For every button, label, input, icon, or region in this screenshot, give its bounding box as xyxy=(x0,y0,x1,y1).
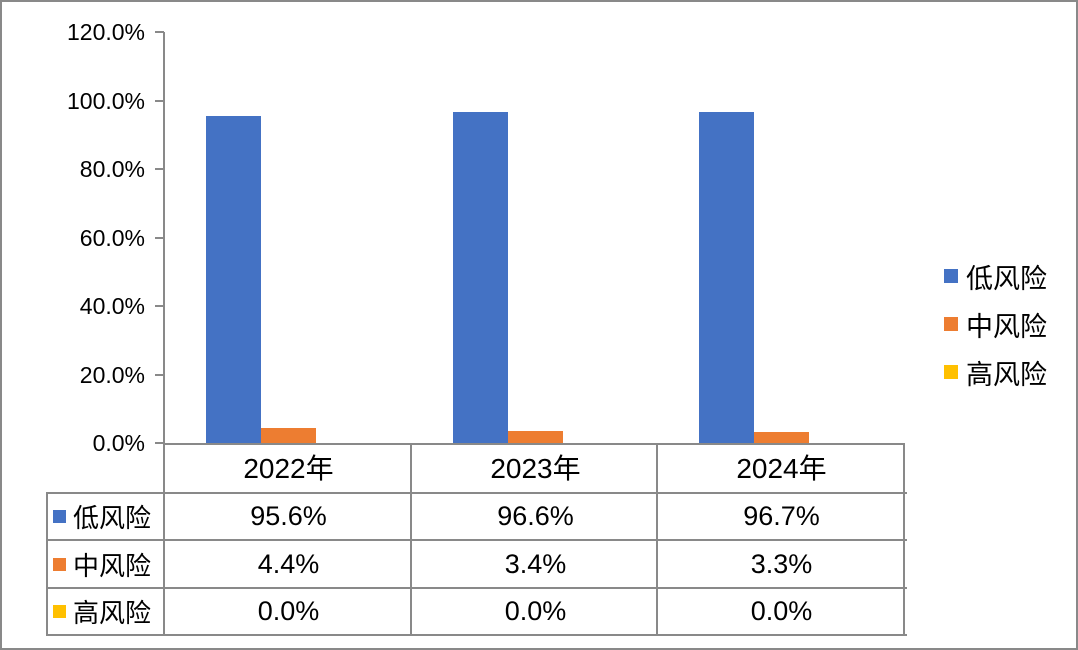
legend-label: 低风险 xyxy=(966,263,1047,294)
y-tick-label: 40.0% xyxy=(79,293,145,319)
table-border xyxy=(656,443,658,636)
table-value-cell: 3.3% xyxy=(750,549,813,579)
category-label: 2024年 xyxy=(736,453,827,484)
y-tick-label: 120.0% xyxy=(66,19,145,45)
series-swatch-icon xyxy=(53,557,66,571)
y-axis-tick xyxy=(155,374,164,376)
legend-swatch-icon xyxy=(944,317,958,331)
legend-item-中风险[interactable]: 中风险 xyxy=(944,310,1047,342)
y-tick-label: 0.0% xyxy=(92,430,145,456)
table-border xyxy=(46,492,907,494)
y-axis-tick xyxy=(155,237,164,239)
table-row-label: 中风险 xyxy=(48,541,164,587)
table-value-cell: 4.4% xyxy=(257,549,320,579)
y-axis-tick xyxy=(155,100,164,102)
table-border xyxy=(46,587,907,589)
x-axis-line xyxy=(165,443,905,445)
y-tick-label: 80.0% xyxy=(79,156,145,182)
table-border xyxy=(46,539,907,541)
series-swatch-icon xyxy=(53,605,66,618)
legend-item-低风险[interactable]: 低风险 xyxy=(944,262,1047,294)
category-label: 2023年 xyxy=(490,453,581,484)
bar-中风险-2024年[interactable] xyxy=(754,432,809,443)
y-axis-tick xyxy=(155,168,164,170)
y-tick-label: 100.0% xyxy=(66,88,145,114)
series-name: 高风险 xyxy=(73,598,152,628)
bar-中风险-2023年[interactable] xyxy=(508,431,563,443)
table-row-label: 高风险 xyxy=(48,589,164,634)
y-axis-tick xyxy=(155,305,164,307)
series-name: 低风险 xyxy=(73,503,152,533)
table-value-cell: 0.0% xyxy=(257,596,320,626)
y-axis-line xyxy=(163,32,165,636)
table-value-cell: 96.7% xyxy=(743,501,820,531)
legend: 低风险 中风险 高风险 xyxy=(944,262,1047,406)
legend-item-高风险[interactable]: 高风险 xyxy=(944,358,1047,390)
table-border xyxy=(46,634,907,636)
y-axis-tick xyxy=(155,442,164,444)
legend-swatch-icon xyxy=(944,365,958,379)
legend-label: 高风险 xyxy=(966,359,1047,390)
bar-低风险-2022年[interactable] xyxy=(206,116,261,443)
table-border xyxy=(46,492,48,636)
table-value-cell: 95.6% xyxy=(250,501,327,531)
y-axis-tick xyxy=(155,31,164,33)
table-value-cell: 96.6% xyxy=(497,501,574,531)
legend-label: 中风险 xyxy=(966,311,1047,342)
series-swatch-icon xyxy=(53,510,66,523)
table-value-cell: 3.4% xyxy=(504,549,567,579)
table-value-cell: 0.0% xyxy=(750,596,813,626)
bar-低风险-2023年[interactable] xyxy=(453,112,508,443)
y-tick-label: 60.0% xyxy=(79,225,145,251)
bar-中风险-2022年[interactable] xyxy=(261,428,316,443)
bar-低风险-2024年[interactable] xyxy=(699,112,754,443)
table-border xyxy=(903,443,905,636)
table-row-label: 低风险 xyxy=(48,494,164,539)
table-value-cell: 0.0% xyxy=(504,596,567,626)
table-border xyxy=(410,443,412,636)
y-tick-label: 20.0% xyxy=(79,362,145,388)
series-name: 中风险 xyxy=(73,550,152,581)
category-label: 2022年 xyxy=(243,453,334,484)
legend-swatch-icon xyxy=(944,269,958,283)
